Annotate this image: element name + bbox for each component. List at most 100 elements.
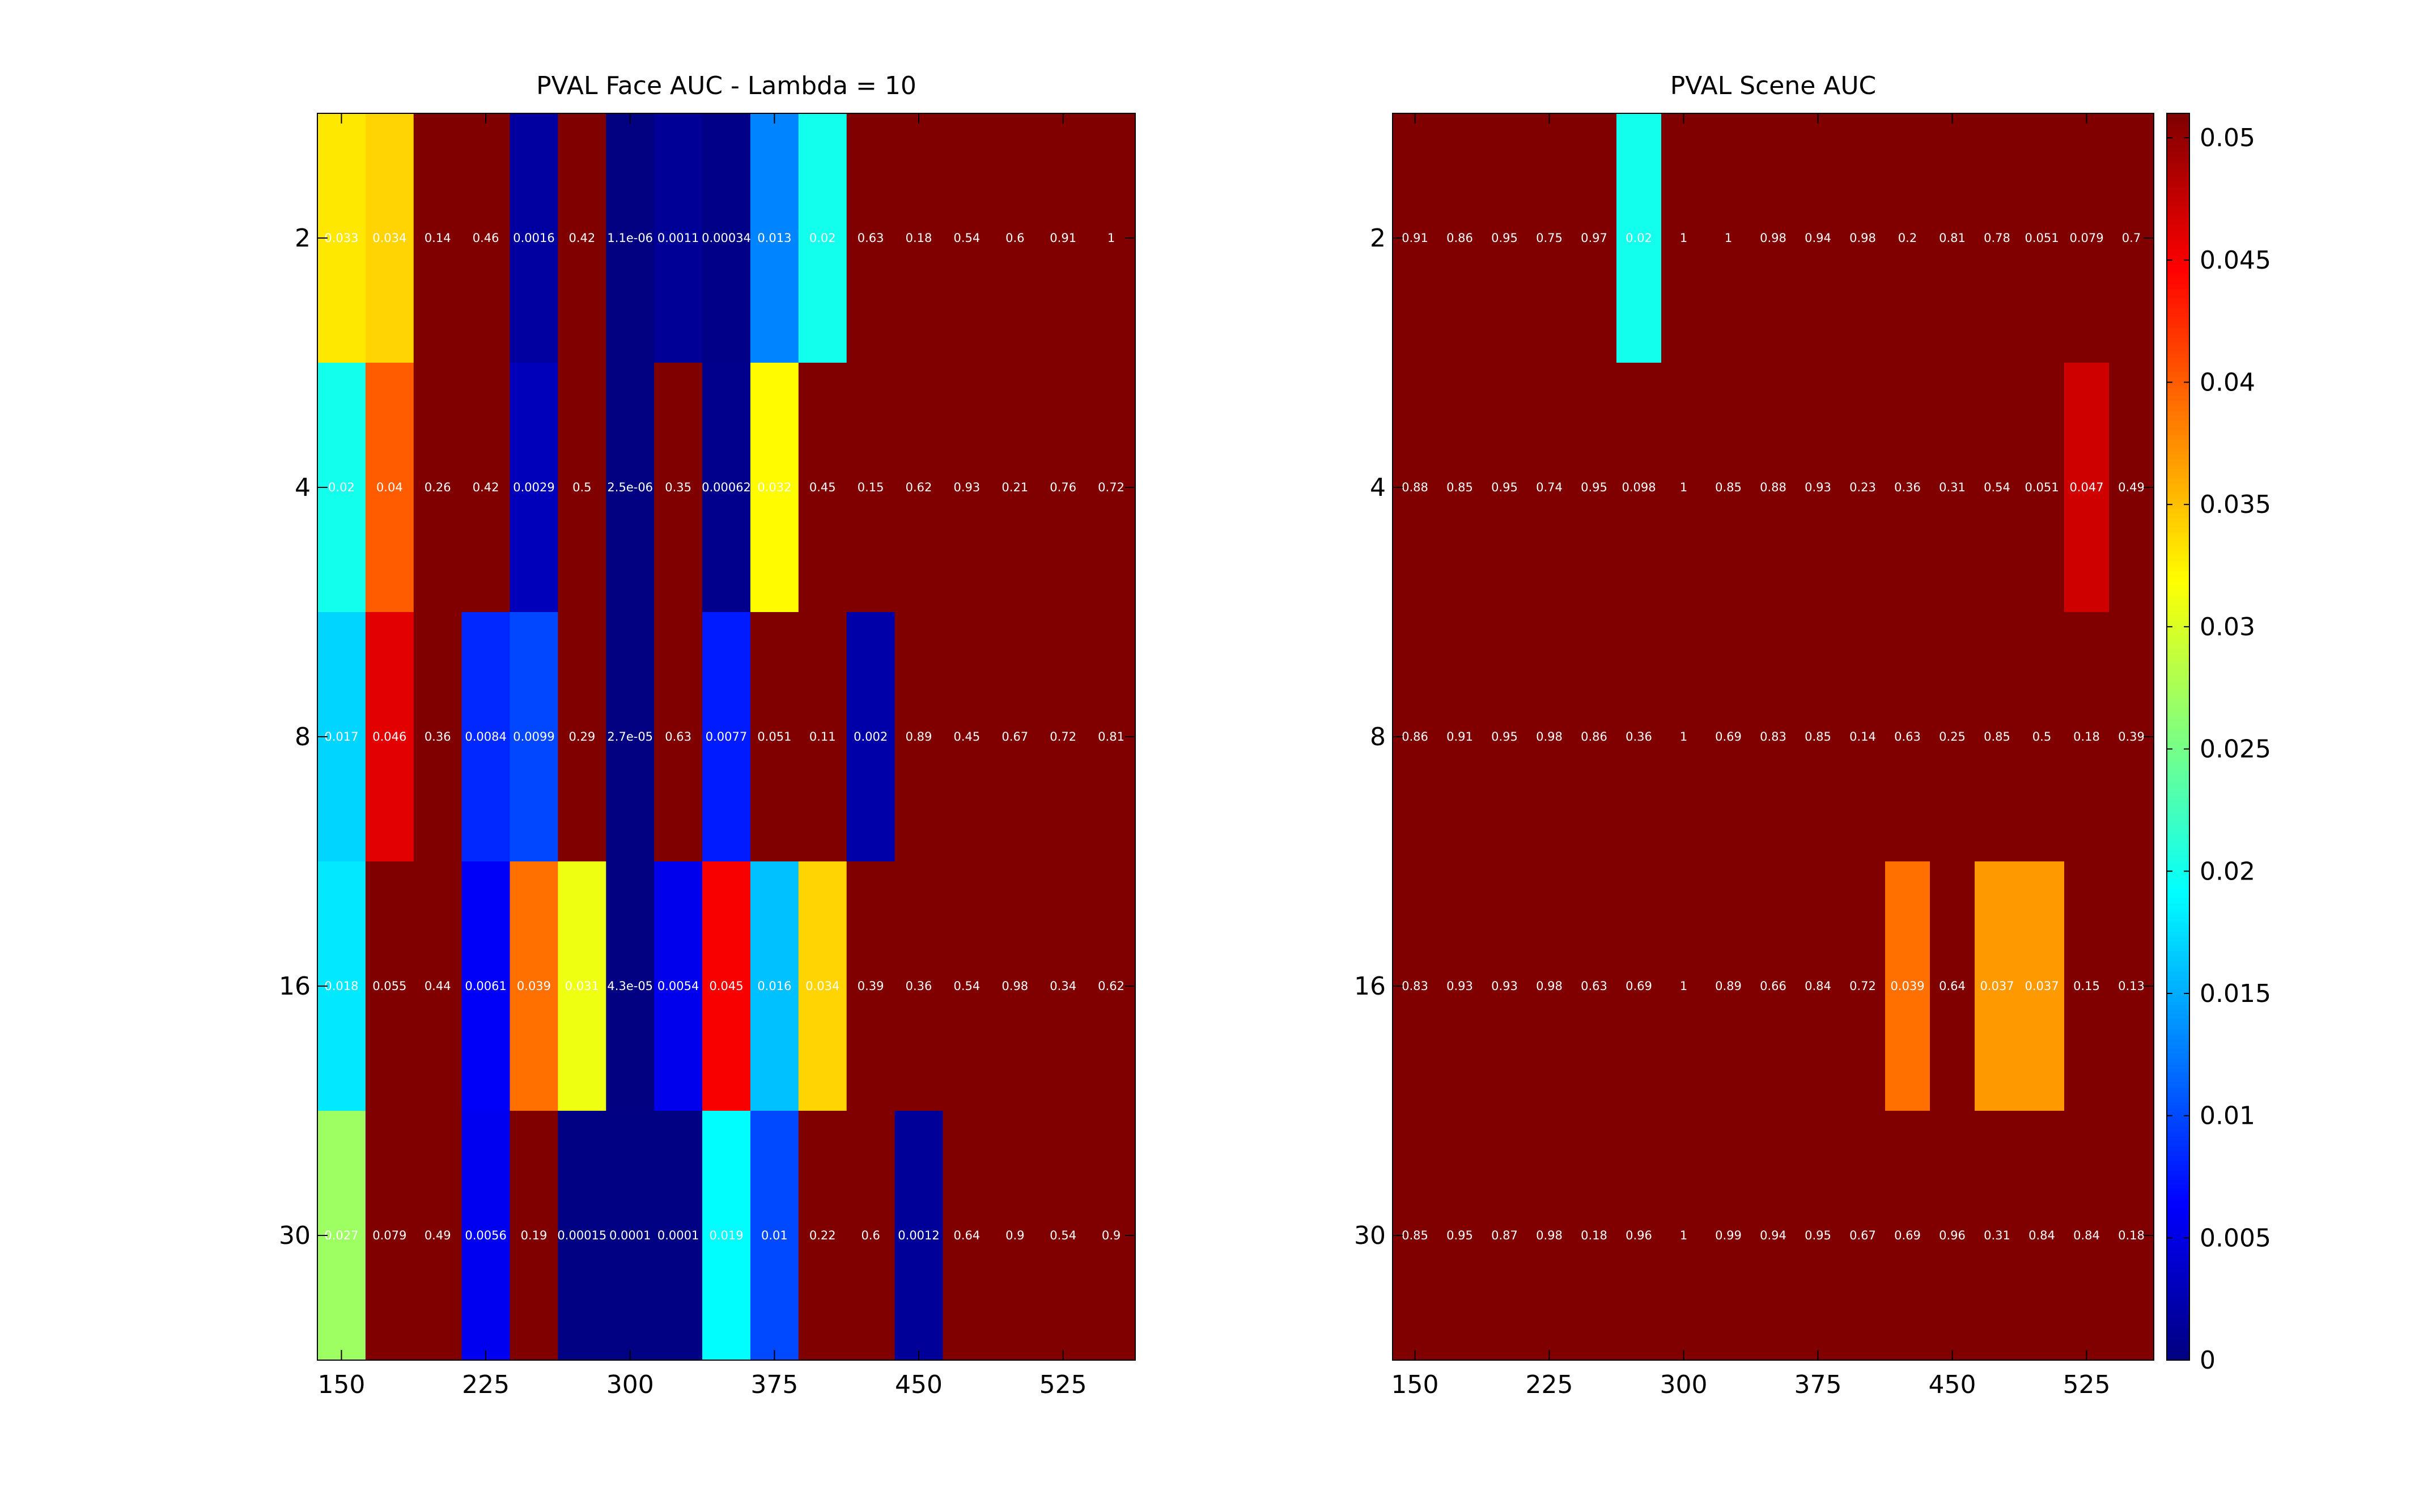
colorbar-segment xyxy=(2167,693,2189,698)
colorbar-segment xyxy=(2167,1214,2189,1220)
colorbar-segment xyxy=(2167,619,2189,625)
cell-value-label: 0.81 xyxy=(1098,730,1124,744)
colorbar-segment xyxy=(2167,1126,2189,1132)
heatmap-cell xyxy=(1039,612,1088,862)
colorbar-tick-label: 0.05 xyxy=(2200,124,2255,152)
colorbar-segment xyxy=(2167,824,2189,830)
colorbar-segment xyxy=(2167,927,2189,932)
colorbar-segment xyxy=(2167,1326,2189,1332)
colorbar-segment xyxy=(2167,1141,2189,1146)
cell-value-label: 0.45 xyxy=(809,481,836,494)
colorbar-segment xyxy=(2167,1282,2189,1288)
heatmap-cell xyxy=(1527,113,1572,363)
cell-value-label: 0.7 xyxy=(2122,231,2141,245)
colorbar-segment xyxy=(2167,1224,2189,1229)
colorbar-segment xyxy=(2167,1034,2189,1039)
heatmap-cell xyxy=(943,363,991,613)
colorbar-segment xyxy=(2167,449,2189,455)
cell-value-label: 0.02 xyxy=(809,231,836,245)
colorbar-segment xyxy=(2167,1092,2189,1098)
heatmap-cell xyxy=(2064,363,2110,613)
heatmap-cell xyxy=(1572,113,1617,363)
heatmap-cell xyxy=(1706,861,1751,1111)
heatmap-cell xyxy=(1975,1111,2020,1361)
colorbar-segment xyxy=(2167,1175,2189,1180)
colorbar-segment xyxy=(2167,1019,2189,1025)
cell-value-label: 0.055 xyxy=(372,979,406,993)
heatmap-cell xyxy=(365,113,414,363)
cell-value-label: 0.6 xyxy=(861,1229,880,1242)
heatmap-cell xyxy=(1616,1111,1662,1361)
colorbar-segment xyxy=(2167,454,2189,460)
cell-value-label: 0.54 xyxy=(954,979,981,993)
colorbar-segment xyxy=(2167,1048,2189,1054)
colorbar-segment xyxy=(2167,356,2189,362)
colorbar-tick-label: 0.015 xyxy=(2200,979,2271,1008)
cell-value-label: 0.72 xyxy=(1050,730,1076,744)
heatmap-cell xyxy=(1751,113,1796,363)
colorbar-segment xyxy=(2167,1321,2189,1327)
cell-value-label: 0.2 xyxy=(1898,231,1917,245)
colorbar-segment xyxy=(2167,546,2189,553)
heatmap-cell xyxy=(1482,861,1527,1111)
colorbar-segment xyxy=(2167,766,2189,771)
y-tick-label: 2 xyxy=(295,224,311,253)
colorbar-segment xyxy=(2167,1194,2189,1200)
cell-value-label: 0.98 xyxy=(1536,979,1563,993)
colorbar-segment xyxy=(2167,488,2189,494)
cell-value-label: 0.14 xyxy=(425,231,451,245)
colorbar-segment xyxy=(2167,137,2189,143)
heatmap-cell xyxy=(846,612,896,862)
colorbar-segment xyxy=(2167,322,2189,328)
colorbar-segment xyxy=(2167,342,2189,348)
cell-value-label: 0.93 xyxy=(1446,979,1473,993)
heatmap-cell xyxy=(1437,612,1483,862)
heatmap-cell xyxy=(1039,113,1088,363)
colorbar-segment xyxy=(2167,829,2189,835)
colorbar-segment xyxy=(2167,809,2189,816)
scene-auc-heatmap-panel: 0.91 0.86 0.95 0.75 0.97 0.02 1 1 0.98 0.94 0.98 0.… xyxy=(1354,71,2154,1399)
cell-value-label: 0.9 xyxy=(1102,1229,1121,1242)
cell-value-label: 0.079 xyxy=(372,1229,406,1242)
cell-value-label: 0.018 xyxy=(324,979,358,993)
heatmap-cell xyxy=(2064,113,2110,363)
x-tick-label: 375 xyxy=(1794,1370,1842,1399)
cell-value-label: 0.0077 xyxy=(706,730,747,744)
y-tick-label: 30 xyxy=(1354,1221,1386,1250)
cell-value-label: 0.027 xyxy=(324,1229,358,1242)
cell-value-label: 0.67 xyxy=(1001,730,1028,744)
cell-value-label: 0.84 xyxy=(1805,979,1831,993)
colorbar-segment xyxy=(2167,858,2189,864)
colorbar-segment xyxy=(2167,1258,2189,1263)
colorbar-segment xyxy=(2167,1267,2189,1273)
x-tick-label: 525 xyxy=(2063,1370,2111,1399)
heatmap-cell xyxy=(510,363,559,613)
heatmap-cell xyxy=(846,1111,896,1361)
cell-value-label: 0.39 xyxy=(858,979,884,993)
heatmap-cell xyxy=(365,363,414,613)
cell-value-label: 0.88 xyxy=(1402,481,1428,494)
cell-value-label: 0.22 xyxy=(809,1229,836,1242)
colorbar-segment xyxy=(2167,1097,2189,1103)
heatmap-cell xyxy=(413,1111,462,1361)
heatmap-cell xyxy=(750,612,799,862)
colorbar-segment xyxy=(2167,800,2189,805)
colorbar-segment xyxy=(2167,352,2189,358)
heatmap-cell xyxy=(2064,1111,2110,1361)
cell-value-label: 0.63 xyxy=(858,231,884,245)
colorbar-segment xyxy=(2167,1287,2189,1293)
heatmap-cell xyxy=(606,113,655,363)
colorbar-segment xyxy=(2167,561,2189,567)
colorbar-segment xyxy=(2167,1024,2189,1030)
cell-value-label: 0.033 xyxy=(324,231,358,245)
cell-value-label: 0.86 xyxy=(1581,730,1607,744)
colorbar-segment xyxy=(2167,172,2189,177)
heatmap-cell xyxy=(1706,363,1751,613)
y-tick-label: 16 xyxy=(1354,972,1386,1001)
colorbar-segment xyxy=(2167,283,2189,289)
cell-value-label: 0.72 xyxy=(1849,979,1876,993)
colorbar-segment xyxy=(2167,1184,2189,1190)
heatmap-cell xyxy=(1661,612,1707,862)
colorbar-segment xyxy=(2167,863,2189,869)
heatmap-cell xyxy=(894,612,944,862)
